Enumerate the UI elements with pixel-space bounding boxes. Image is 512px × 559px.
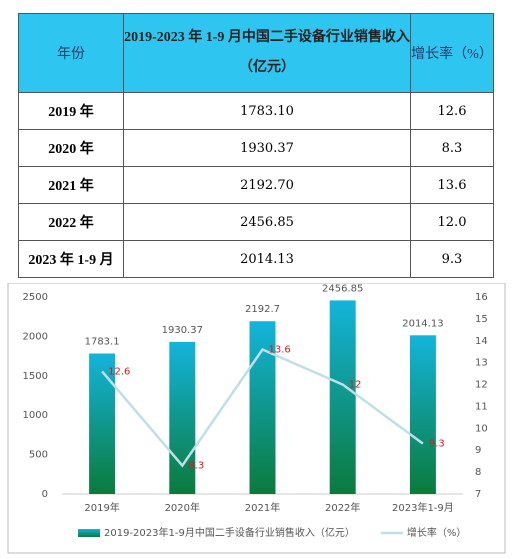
y2-tick-label: 12	[475, 380, 488, 391]
table-cell: 2023 年 1-9 月	[18, 240, 124, 278]
x-tick-label: 2023年1-9月	[392, 501, 454, 514]
sales-table: 年份 2019-2023 年 1-9 月中国二手设备行业销售收入 （亿元） 增长率…	[18, 13, 494, 278]
x-tick-label: 2020年	[165, 501, 200, 514]
chart-frame	[7, 283, 506, 554]
bar	[329, 300, 356, 494]
table-row: 2019 年 1783.10 12.6	[18, 92, 494, 130]
legend-label: 增长率（%）	[407, 526, 467, 539]
x-tick-label: 2019年	[84, 501, 119, 514]
header-cell: 2019-2023 年 1-9 月中国二手设备行业销售收入 （亿元）	[123, 13, 411, 93]
y2-tick-label: 11	[475, 401, 488, 412]
line-value-label: 9.3	[429, 439, 445, 450]
y-tick-label: 1500	[23, 371, 48, 382]
bar	[409, 335, 436, 494]
y2-tick-label: 9	[475, 445, 481, 456]
table-cell: 2021 年	[18, 166, 124, 204]
y2-tick-label: 13	[475, 358, 488, 369]
header-cell: 年份	[18, 13, 124, 93]
line-value-label: 12.6	[108, 366, 130, 377]
bar-value-label: 2192.7	[245, 304, 280, 315]
table-cell: 2019 年	[18, 92, 124, 130]
table-cell: 12.6	[410, 92, 494, 130]
table-cell: 9.3	[410, 240, 494, 278]
table-cell: 8.3	[410, 129, 494, 167]
legend-swatch	[78, 529, 100, 537]
bar-value-label: 2014.13	[402, 318, 443, 329]
y2-tick-label: 14	[475, 336, 488, 347]
table-cell: 2456.85	[123, 203, 411, 241]
line-value-label: 13.6	[269, 345, 291, 356]
y2-tick-label: 7	[475, 489, 481, 500]
table-row: 2020 年 1930.37 8.3	[18, 129, 494, 167]
x-tick-label: 2021年	[245, 501, 280, 514]
bar	[89, 353, 116, 494]
table-cell: 2022 年	[18, 203, 124, 241]
line	[101, 347, 424, 468]
y-tick-label: 500	[29, 450, 48, 461]
y-tick-label: 2500	[23, 292, 48, 303]
table-cell: 2014.13	[123, 240, 411, 278]
legend-label: 2019-2023年1-9月中国二手设备行业销售收入（亿元）	[104, 526, 355, 539]
y2-tick-label: 8	[475, 467, 481, 478]
table-row: 2022 年 2456.85 12.0	[18, 203, 494, 241]
y-tick-label: 0	[42, 489, 48, 500]
line-value-label: 12	[349, 380, 362, 391]
bar-value-label: 1930.37	[162, 325, 203, 336]
table-cell: 2020 年	[18, 129, 124, 167]
x-tick-label: 2022年	[325, 501, 360, 514]
table-row: 2023 年 1-9 月 2014.13 9.3	[18, 240, 494, 278]
y2-tick-label: 10	[475, 423, 488, 434]
y-tick-label: 2000	[23, 331, 48, 342]
bar	[169, 341, 196, 494]
y2-tick-label: 16	[475, 292, 488, 303]
table-row: 2021 年 2192.70 13.6	[18, 166, 494, 204]
table-cell: 12.0	[410, 203, 494, 241]
line-value-label: 8.3	[188, 461, 204, 472]
y-tick-label: 1000	[23, 410, 48, 421]
bar-value-label: 1783.1	[85, 336, 120, 347]
table-cell: 13.6	[410, 166, 494, 204]
header-cell: 增长率（%）	[410, 13, 494, 93]
header-text: （亿元）	[239, 60, 295, 75]
chart: 0 500 1000 1500 2000 2500 7 8 9 10 11 12 13 14 15 16 201…	[7, 283, 506, 554]
table-cell: 2192.70	[123, 166, 411, 204]
bar-value-label: 2456.85	[322, 283, 363, 294]
table-cell: 1783.10	[123, 92, 411, 130]
y2-tick-label: 15	[475, 314, 488, 325]
table-cell: 1930.37	[123, 129, 411, 167]
header-row: 年份 2019-2023 年 1-9 月中国二手设备行业销售收入 （亿元） 增长率…	[18, 13, 494, 93]
header-text: 2019-2023 年 1-9 月中国二手设备行业销售收入	[124, 30, 410, 45]
